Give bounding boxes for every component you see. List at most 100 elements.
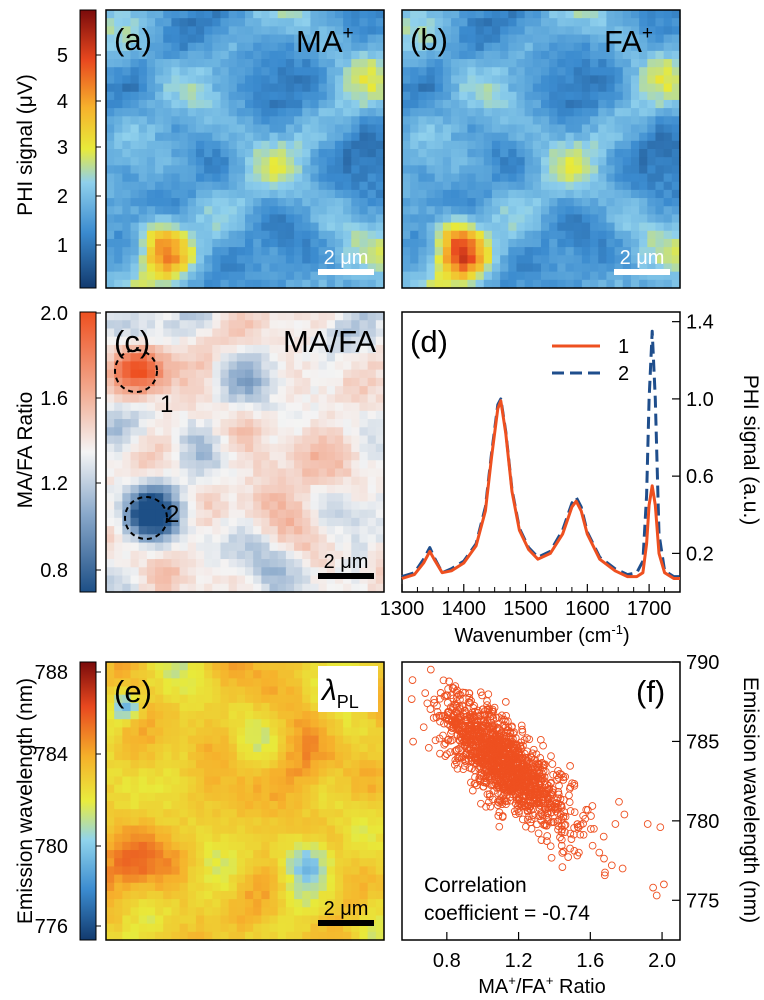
scatter-point: [504, 766, 512, 775]
scatter-point: [496, 729, 505, 738]
scatter-point: [474, 712, 483, 721]
scatter-point: [503, 754, 512, 763]
scatter-point: [495, 768, 503, 776]
panel-c-label: (c): [114, 324, 150, 359]
scatter-point: [526, 802, 535, 811]
scatter-point: [549, 785, 557, 794]
region-2-label: 2: [166, 501, 179, 528]
scatter-point: [484, 690, 493, 699]
scatter-point: [446, 703, 455, 712]
scatter-xtick-2.0: 2.0: [648, 950, 676, 972]
scatter-point: [552, 771, 561, 780]
scatter-point: [439, 676, 448, 685]
scatter-point: [466, 713, 475, 722]
scatter-point: [573, 822, 582, 831]
scatter-point: [570, 808, 579, 817]
scatter-point: [522, 761, 531, 770]
scatter-point: [484, 798, 493, 807]
scatter-point: [564, 853, 573, 861]
scatter-point: [548, 788, 557, 797]
scatter-point: [565, 798, 574, 807]
scatter-point: [510, 807, 519, 816]
scatter-point: [497, 741, 506, 749]
scatter-point: [501, 698, 510, 706]
scatter-point: [455, 754, 463, 763]
scatter-ytick-780: 780: [686, 811, 719, 833]
scatter-point: [520, 777, 529, 786]
scatter-point: [518, 815, 527, 824]
scatter-point: [421, 689, 430, 697]
scatter-point: [557, 821, 566, 830]
scatter-point: [435, 711, 444, 720]
scatter-point: [407, 695, 416, 703]
scatter-point: [523, 815, 532, 824]
scatter-point: [475, 774, 484, 782]
spectrum-ytick-0.6: 0.6: [686, 466, 714, 488]
scatter-point: [488, 795, 497, 804]
scatter-point: [518, 753, 527, 762]
emission-colorbar-label: Emission wavelength (nm): [14, 678, 37, 924]
phi-colorbar: [79, 9, 97, 289]
scatter-point: [454, 714, 463, 722]
emission-colorbar: [79, 661, 97, 941]
scatter-point: [462, 757, 470, 765]
legend-label-2: 2: [618, 363, 629, 385]
scatter-point: [517, 721, 526, 730]
scatter-point: [558, 849, 567, 857]
scatter-point: [579, 830, 588, 839]
em-tick-780: 780: [35, 836, 68, 858]
scatter-point: [471, 756, 480, 764]
scatter-xtick-0.8: 0.8: [433, 950, 461, 972]
scatter-point: [486, 802, 495, 811]
scatter-point: [537, 816, 545, 825]
scatter-point: [518, 728, 527, 736]
panel-b-ion: FA+: [604, 23, 653, 59]
scatter-point: [496, 737, 505, 746]
scatter-point: [454, 690, 463, 699]
scatter-point: [480, 760, 489, 769]
scatter-point: [429, 714, 438, 722]
map-emission: [106, 662, 385, 941]
scalebar-e: [318, 920, 374, 926]
scatter-point: [453, 746, 461, 754]
scatter-point: [485, 766, 493, 775]
spectrum-xtick-1700: 1700: [627, 598, 672, 620]
region-2-circle: [124, 496, 168, 540]
scatter-point: [529, 768, 538, 777]
scatter-point: [450, 760, 459, 769]
scatter-point: [497, 779, 505, 787]
scatter-point: [426, 665, 435, 674]
scatter-point: [506, 733, 515, 741]
spectrum-xtick-1300: 1300: [380, 598, 425, 620]
scatter-ytick-790: 790: [686, 652, 719, 674]
region-1-circle: [114, 349, 158, 393]
scatter-point: [479, 723, 488, 732]
scatter-point: [498, 798, 506, 806]
scatter-point: [557, 835, 566, 844]
panel-a-label: (a): [114, 22, 152, 57]
scatter-point: [452, 718, 461, 727]
ratio-tick-08: 0.8: [40, 560, 68, 582]
legend-label-1: 1: [618, 336, 629, 358]
scatter-point: [582, 805, 591, 814]
scatter-point: [660, 880, 668, 889]
scatter-point: [524, 777, 532, 785]
scatter-point: [581, 814, 590, 823]
scatter-point: [522, 822, 530, 831]
scalebar-a: [318, 269, 374, 275]
scalebar-e-label: 2 μm: [324, 898, 369, 920]
scatter-point: [452, 746, 460, 755]
scatter-point: [576, 830, 585, 839]
scatter-point: [526, 798, 535, 806]
scalebar-a-label: 2 μm: [324, 247, 369, 269]
scatter-point: [518, 802, 527, 811]
scatter-point: [504, 785, 513, 794]
scatter-point: [409, 737, 417, 746]
scatter-point: [548, 760, 557, 768]
scatter-point: [538, 770, 547, 779]
scatter-point: [472, 725, 480, 734]
scalebar-c-label: 2 μm: [324, 551, 369, 573]
panel-e-label: (e): [114, 674, 152, 709]
scatter-point: [557, 770, 566, 779]
phi-colorbar-ticks: 1 2 3 4 5: [57, 45, 101, 257]
